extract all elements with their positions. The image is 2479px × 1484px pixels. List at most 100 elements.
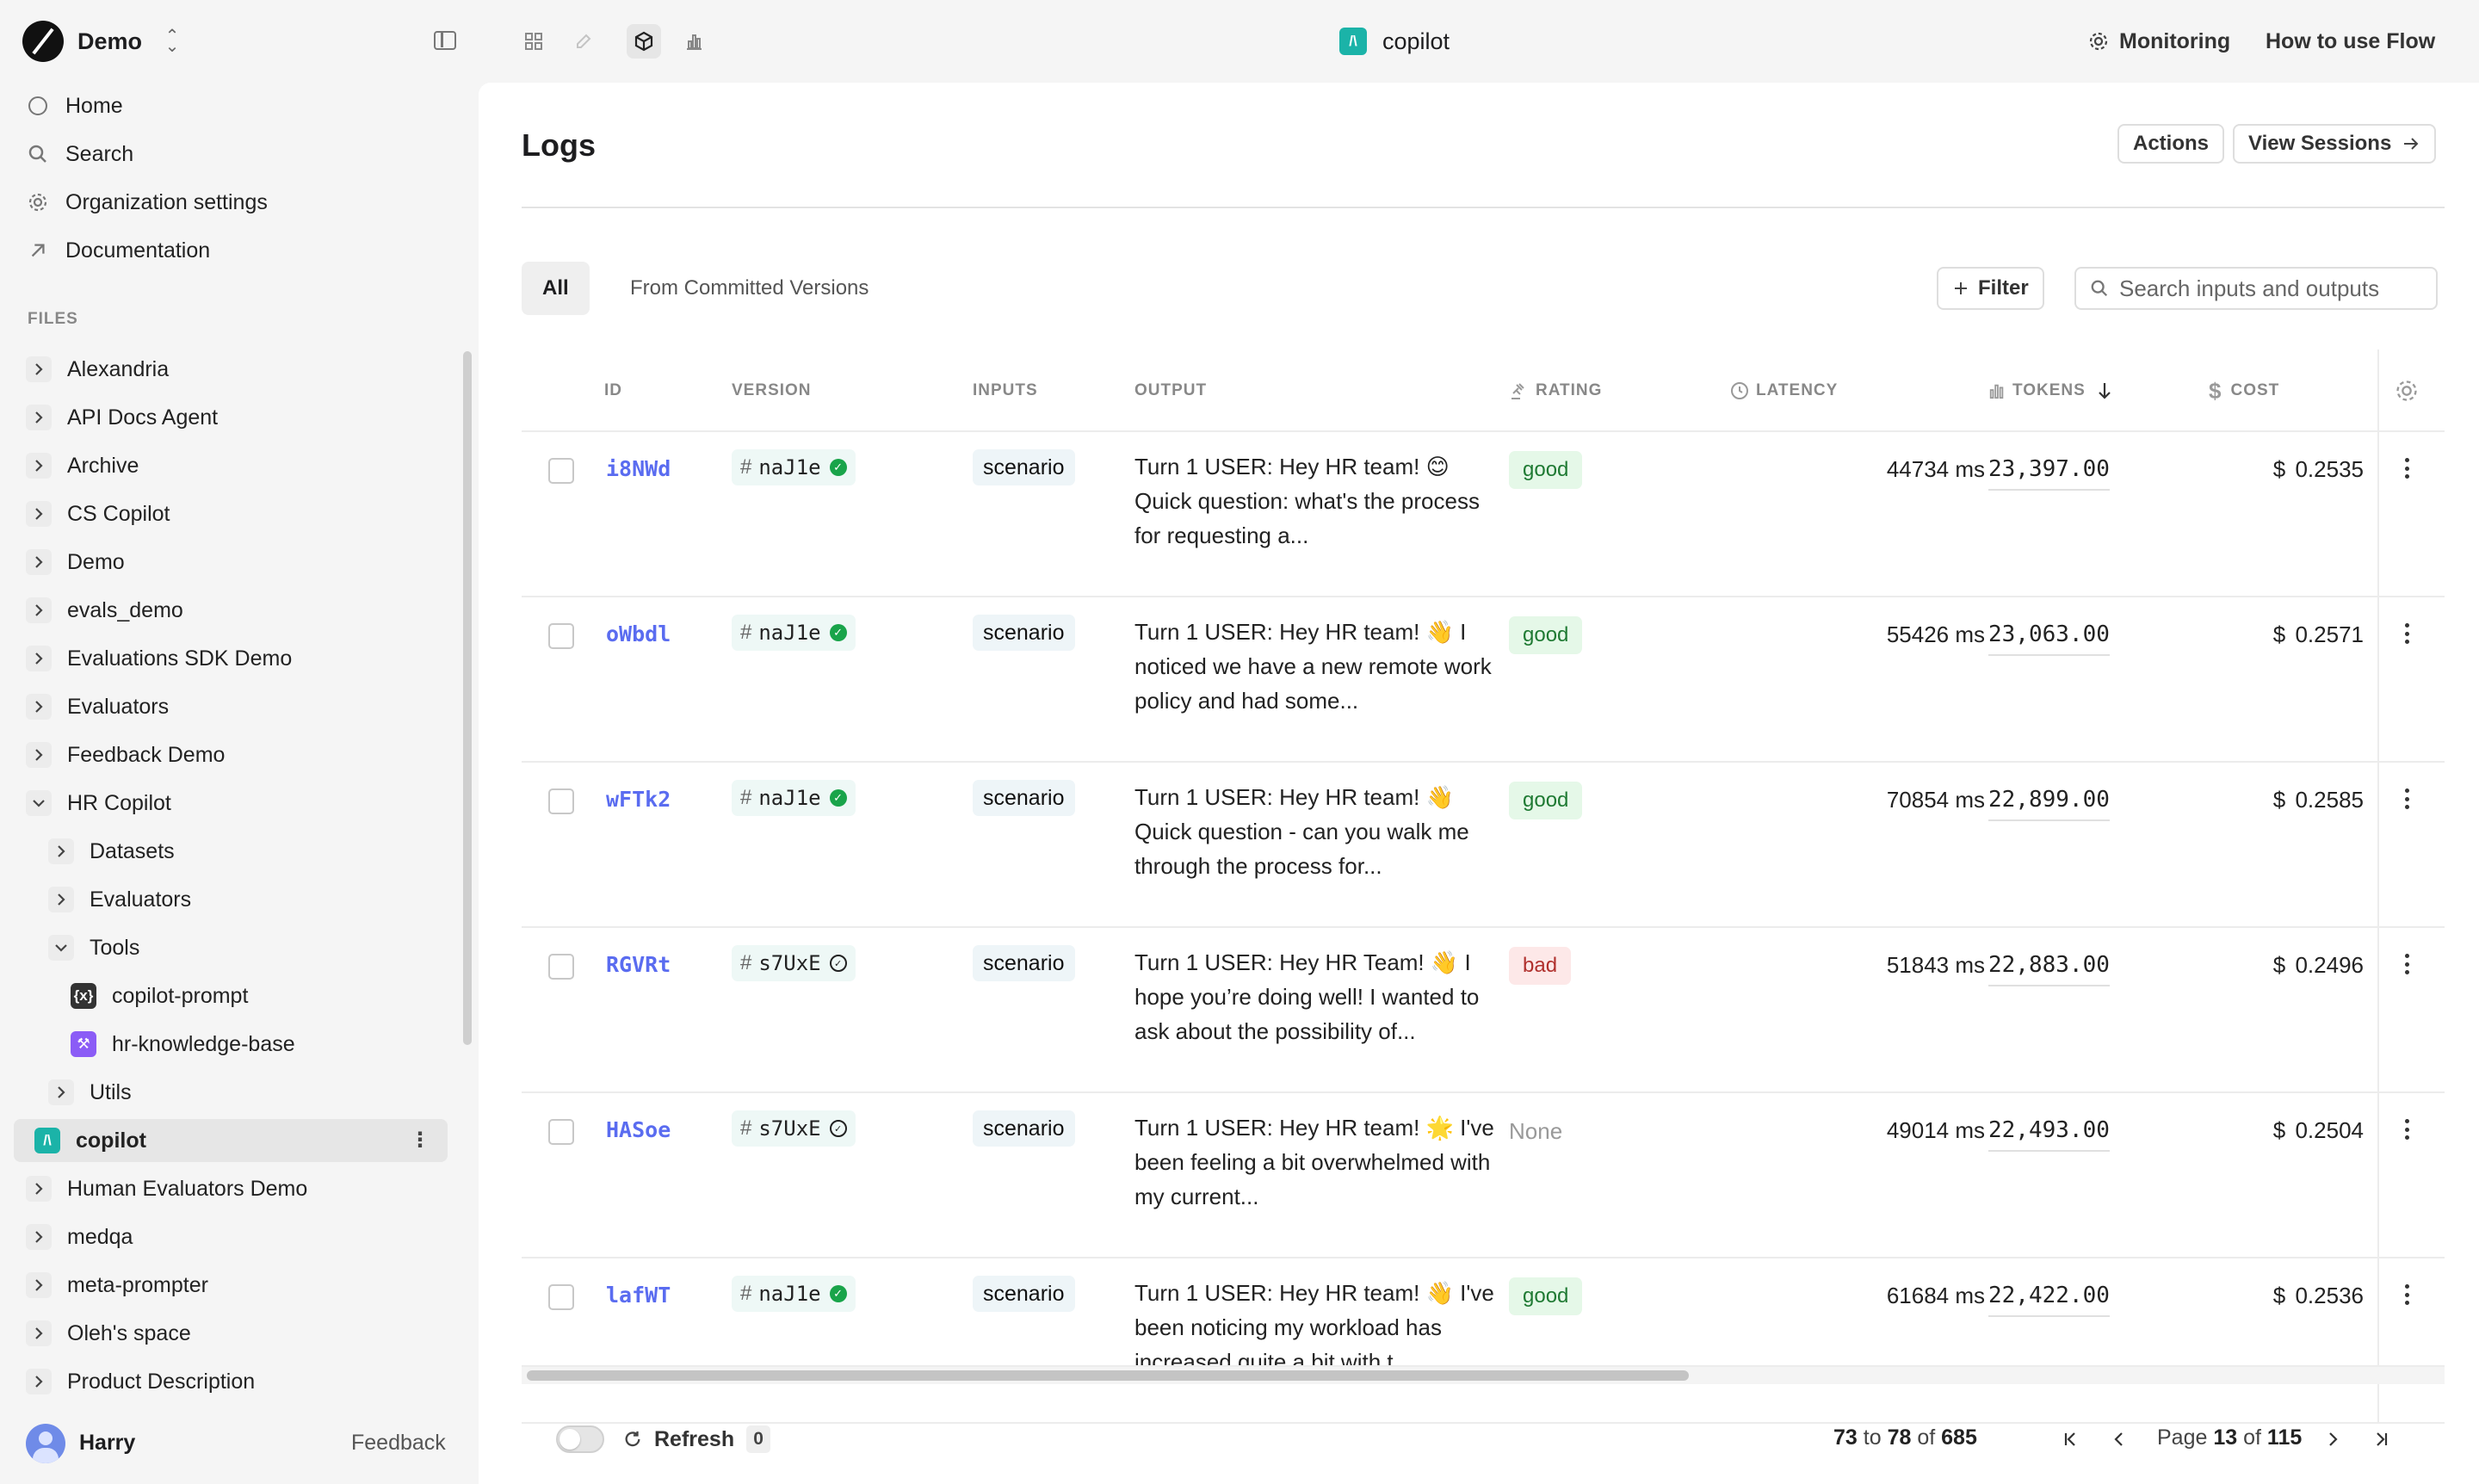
row-checkbox[interactable] [548, 623, 574, 649]
row-more-icon[interactable] [2398, 453, 2415, 484]
tree-item-alexandria[interactable]: Alexandria [26, 348, 169, 391]
how-to-use-flow-link[interactable]: How to use Flow [2266, 28, 2436, 53]
chevron-right-icon[interactable] [26, 356, 52, 382]
log-id[interactable]: RGVRt [606, 952, 671, 977]
version-badge[interactable]: # s7UxE ✓ [732, 1110, 856, 1147]
row-more-icon[interactable] [2398, 783, 2415, 814]
version-badge[interactable]: # s7UxE ✓ [732, 945, 856, 981]
chevron-right-icon[interactable] [26, 742, 52, 768]
row-more-icon[interactable] [2398, 1279, 2415, 1310]
column-header-cost[interactable]: $ COST [2209, 349, 2279, 432]
next-page-icon[interactable] [2315, 1422, 2350, 1456]
tree-item-copilot[interactable]: /\ copilot ⋮ [14, 1119, 448, 1162]
chevron-right-icon[interactable] [48, 1079, 74, 1105]
row-checkbox[interactable] [548, 1284, 574, 1310]
cube-icon[interactable] [627, 24, 661, 59]
table-row[interactable]: RGVRt # s7UxE ✓ scenario Turn 1 USER: Hey HR … [522, 928, 2445, 1093]
log-id[interactable]: lafWT [606, 1283, 671, 1308]
tree-item-oleh-s-space[interactable]: Oleh's space [26, 1312, 191, 1355]
chevron-right-icon[interactable] [26, 501, 52, 527]
view-sessions-button[interactable]: View Sessions [2233, 124, 2437, 164]
chevron-right-icon[interactable] [26, 1272, 52, 1298]
column-header-version[interactable]: VERSION [732, 381, 812, 399]
table-row[interactable]: i8NWd # naJ1e ✓ scenario Turn 1 USER: Hey HR … [522, 432, 2445, 597]
chevron-right-icon[interactable] [48, 887, 74, 912]
chevron-right-icon[interactable] [26, 597, 52, 623]
column-header-output[interactable]: OUTPUT [1134, 381, 1208, 399]
filter-button[interactable]: Filter [1937, 267, 2044, 310]
row-checkbox[interactable] [548, 1119, 574, 1145]
tree-item-copilot-prompt[interactable]: {x} copilot-prompt [71, 974, 248, 1017]
chevron-down-icon[interactable] [48, 935, 74, 961]
row-checkbox[interactable] [548, 788, 574, 814]
sidebar-scrollbar[interactable] [463, 351, 472, 1045]
row-more-icon[interactable] [2398, 1114, 2415, 1145]
rating-badge[interactable]: good [1509, 616, 1583, 654]
chevron-right-icon[interactable] [26, 1320, 52, 1346]
column-settings-icon[interactable] [2395, 349, 2426, 432]
monitoring-button[interactable]: Monitoring [2088, 24, 2230, 59]
workspace-switcher[interactable]: Demo ⌃ ⌄ [22, 19, 182, 64]
row-checkbox[interactable] [548, 954, 574, 980]
table-row[interactable]: oWbdl # naJ1e ✓ scenario Turn 1 USER: Hey HR … [522, 597, 2445, 763]
tree-item-evaluators[interactable]: Evaluators [48, 878, 191, 921]
sidebar-toggle-icon[interactable] [434, 31, 456, 50]
rating-badge[interactable]: None [1509, 1117, 1563, 1144]
horizontal-scrollbar-thumb[interactable] [527, 1370, 1689, 1381]
tree-item-api-docs-agent[interactable]: API Docs Agent [26, 396, 218, 439]
row-more-icon[interactable] [2398, 949, 2415, 980]
log-id[interactable]: wFTk2 [606, 787, 671, 812]
tree-item-product-description[interactable]: Product Description [26, 1360, 255, 1403]
chevron-right-icon[interactable] [26, 453, 52, 479]
bar-chart-icon[interactable] [677, 24, 711, 59]
nav-home[interactable]: Home [26, 84, 123, 127]
version-badge[interactable]: # naJ1e ✓ [732, 1276, 856, 1312]
tab-all[interactable]: All [522, 262, 590, 315]
chevron-right-icon[interactable] [26, 405, 52, 430]
tree-item-meta-prompter[interactable]: meta-prompter [26, 1264, 208, 1307]
tree-item-hr-copilot[interactable]: HR Copilot [26, 782, 171, 825]
tree-item-archive[interactable]: Archive [26, 444, 139, 487]
rating-badge[interactable]: good [1509, 1277, 1583, 1315]
chevron-down-icon[interactable] [26, 790, 52, 816]
table-row[interactable]: HASoe # s7UxE ✓ scenario Turn 1 USER: Hey HR … [522, 1093, 2445, 1258]
tab-from-committed-versions[interactable]: From Committed Versions [630, 276, 869, 300]
row-checkbox[interactable] [548, 458, 574, 484]
log-id[interactable]: oWbdl [606, 621, 671, 646]
first-page-icon[interactable] [2054, 1422, 2088, 1456]
column-header-tokens[interactable]: TOKENS [1988, 349, 2122, 432]
table-row[interactable]: lafWT # naJ1e ✓ scenario Turn 1 USER: Hey HR … [522, 1258, 2445, 1424]
tree-item-feedback-demo[interactable]: Feedback Demo [26, 733, 225, 776]
actions-button[interactable]: Actions [2117, 124, 2225, 164]
chevron-right-icon[interactable] [26, 1369, 52, 1394]
chevron-right-icon[interactable] [26, 646, 52, 671]
tree-item-hr-knowledge-base[interactable]: ⚒ hr-knowledge-base [71, 1023, 295, 1066]
last-page-icon[interactable] [2364, 1422, 2398, 1456]
nav-documentation[interactable]: Documentation [26, 229, 210, 272]
tree-item-human-evaluators-demo[interactable]: Human Evaluators Demo [26, 1167, 307, 1210]
nav-search[interactable]: Search [26, 133, 133, 176]
chevron-right-icon[interactable] [26, 1224, 52, 1250]
chevron-right-icon[interactable] [26, 549, 52, 575]
tree-item-utils[interactable]: Utils [48, 1071, 132, 1114]
rating-badge[interactable]: good [1509, 782, 1583, 819]
column-header-rating[interactable]: RATING [1510, 349, 1602, 432]
chevron-right-icon[interactable] [26, 694, 52, 720]
column-header-inputs[interactable]: INPUTS [973, 381, 1038, 399]
tree-item-cs-copilot[interactable]: CS Copilot [26, 492, 170, 535]
search-input[interactable] [2119, 275, 2429, 302]
log-id[interactable]: HASoe [606, 1117, 671, 1142]
feedback-link[interactable]: Feedback [351, 1431, 446, 1455]
tree-item-medqa[interactable]: medqa [26, 1215, 133, 1258]
previous-page-icon[interactable] [2102, 1422, 2136, 1456]
row-more-icon[interactable] [2398, 618, 2415, 649]
grid-icon[interactable] [516, 24, 551, 59]
version-badge[interactable]: # naJ1e ✓ [732, 449, 856, 485]
chevron-right-icon[interactable] [48, 838, 74, 864]
rating-badge[interactable]: bad [1509, 947, 1572, 985]
tree-item-tools[interactable]: Tools [48, 926, 139, 969]
pencil-icon[interactable] [566, 24, 601, 59]
nav-organization-settings[interactable]: Organization settings [26, 181, 268, 224]
log-id[interactable]: i8NWd [606, 456, 671, 481]
auto-refresh-toggle[interactable] [556, 1425, 604, 1453]
